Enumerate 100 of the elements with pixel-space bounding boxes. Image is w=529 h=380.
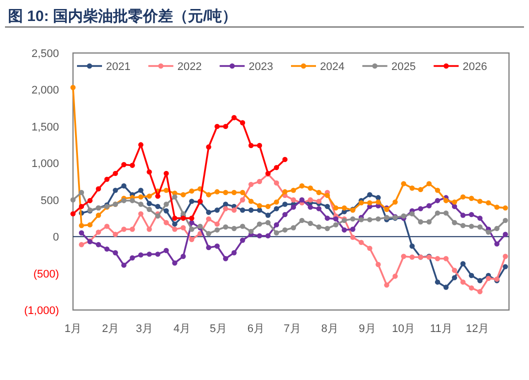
point	[452, 220, 458, 226]
point	[333, 222, 338, 228]
x-tick-label: 5月	[210, 323, 227, 335]
point	[426, 181, 432, 186]
point	[299, 183, 304, 189]
point	[248, 228, 254, 234]
point	[443, 198, 449, 204]
legend-label: 2022	[177, 61, 202, 73]
point	[350, 234, 356, 240]
point	[502, 264, 508, 270]
x-tick-label: 6月	[247, 323, 264, 335]
point	[460, 279, 466, 285]
point	[384, 214, 390, 220]
point	[486, 276, 492, 282]
point	[308, 204, 313, 210]
point	[206, 244, 212, 250]
point	[164, 170, 169, 176]
point	[426, 219, 432, 224]
x-tick-label: 11月	[430, 323, 452, 335]
y-tick-label: 0	[52, 232, 59, 244]
point	[121, 198, 126, 204]
point	[121, 162, 126, 168]
point	[256, 203, 262, 208]
point	[121, 183, 126, 189]
point	[426, 203, 432, 208]
point	[206, 144, 212, 150]
point	[494, 241, 500, 247]
x-tick-label: 2月	[102, 323, 120, 335]
point	[282, 156, 288, 162]
point	[468, 272, 474, 278]
point	[367, 246, 372, 251]
point	[172, 260, 178, 266]
y-tick-label: 1,000	[31, 158, 59, 170]
point	[434, 198, 440, 204]
point	[468, 212, 474, 218]
point	[434, 256, 440, 262]
title: 图 10: 国内柴油批零价差（元/吨）	[8, 8, 238, 25]
legend-label: 2024	[320, 61, 344, 73]
point	[282, 202, 288, 207]
point	[78, 230, 84, 236]
point	[96, 242, 102, 248]
point	[248, 198, 254, 204]
point	[494, 226, 500, 232]
point	[96, 230, 102, 235]
point	[172, 194, 178, 200]
point	[121, 226, 126, 232]
y-tick-label: (1,000)	[24, 305, 59, 317]
point	[256, 142, 262, 148]
point	[240, 190, 246, 196]
point	[460, 212, 466, 218]
x-tick-label: 8月	[321, 323, 338, 335]
point	[146, 226, 152, 232]
point	[434, 279, 440, 285]
point	[358, 240, 364, 246]
x-tick-label: 7月	[284, 323, 301, 335]
point	[418, 186, 424, 192]
point	[138, 252, 144, 258]
point	[138, 188, 144, 193]
point	[78, 190, 84, 196]
y-tick-label: 2,500	[31, 48, 59, 60]
y-tick-label: 1,500	[31, 121, 59, 134]
point	[248, 208, 254, 213]
point	[223, 206, 228, 212]
point	[460, 222, 466, 228]
x-tick-label: 12月	[466, 323, 490, 335]
x-tick-label: 1月	[64, 323, 82, 335]
point	[130, 162, 135, 168]
point	[112, 250, 118, 256]
point	[121, 262, 126, 268]
point	[290, 188, 296, 193]
point	[265, 233, 271, 238]
point	[180, 254, 186, 259]
point	[87, 222, 93, 228]
point	[265, 204, 271, 210]
point	[274, 222, 280, 228]
point	[189, 188, 194, 194]
point	[214, 227, 220, 233]
point	[367, 200, 372, 206]
point	[189, 198, 194, 204]
point	[486, 200, 492, 206]
point	[146, 206, 152, 212]
point	[410, 211, 415, 216]
point	[155, 213, 160, 219]
point	[468, 196, 474, 201]
point	[155, 194, 160, 199]
point	[214, 221, 220, 227]
point	[477, 224, 483, 230]
point	[299, 197, 304, 202]
point	[350, 226, 356, 232]
point	[138, 142, 144, 148]
point	[206, 210, 212, 215]
point	[367, 217, 372, 222]
point	[477, 216, 483, 221]
point	[410, 254, 415, 260]
point	[376, 262, 381, 268]
point	[130, 255, 135, 260]
point	[189, 236, 194, 242]
point	[443, 284, 449, 290]
point	[231, 190, 237, 196]
point	[240, 120, 246, 126]
